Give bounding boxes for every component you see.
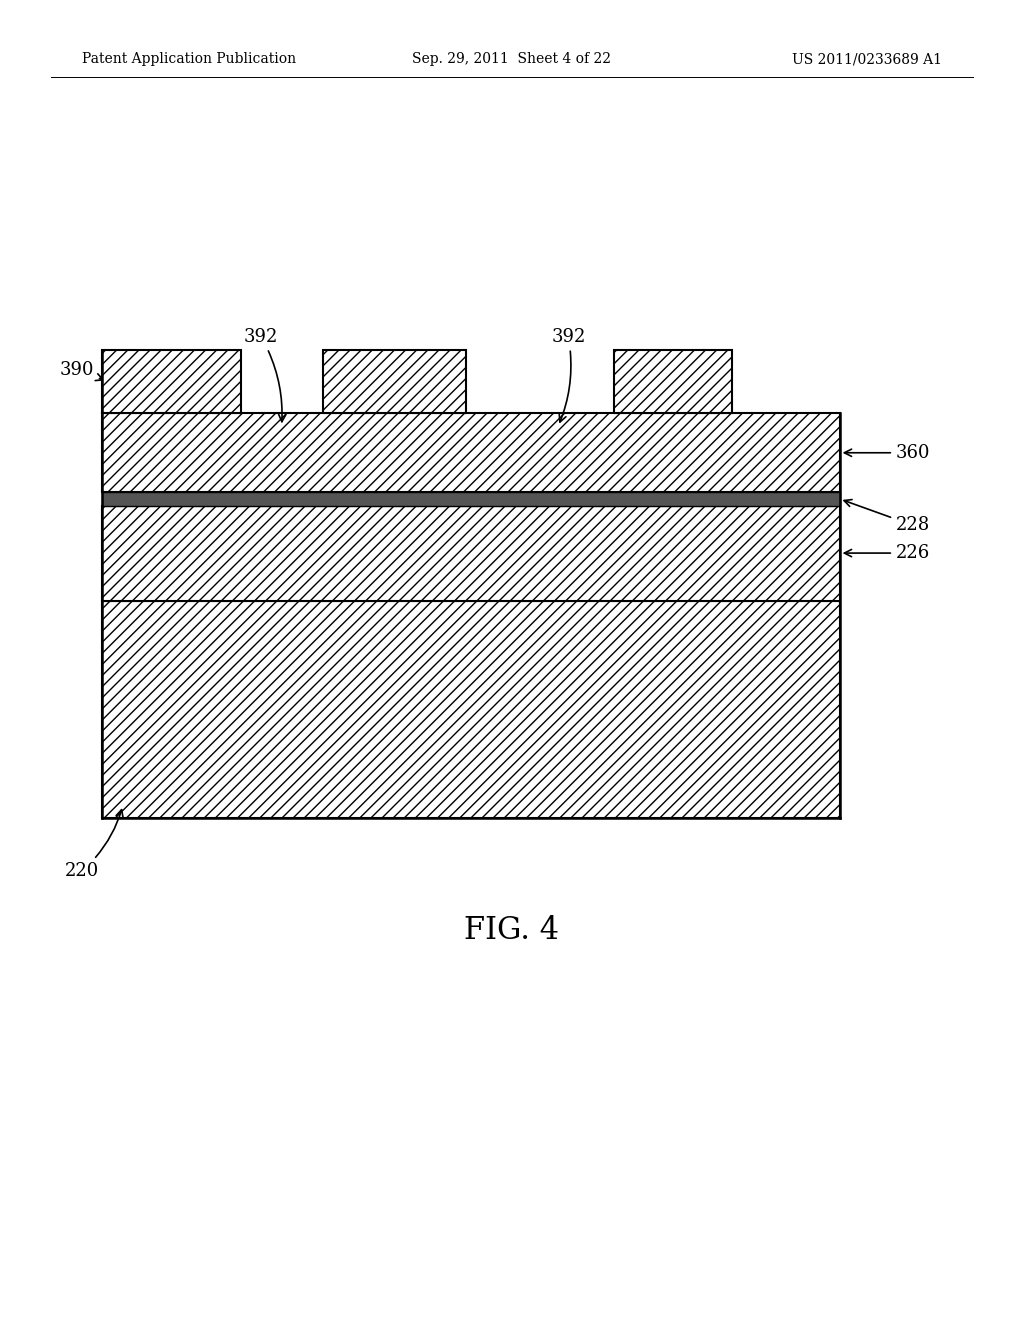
Text: 226: 226	[845, 544, 930, 562]
Bar	[102, 601, 840, 818]
Bar	[102, 492, 840, 506]
Text: Sep. 29, 2011  Sheet 4 of 22: Sep. 29, 2011 Sheet 4 of 22	[413, 53, 611, 66]
Bar	[323, 350, 466, 413]
Text: US 2011/0233689 A1: US 2011/0233689 A1	[793, 53, 942, 66]
Text: 392: 392	[244, 327, 286, 421]
Text: 228: 228	[844, 499, 930, 535]
Bar	[102, 350, 241, 413]
Text: 220: 220	[65, 809, 123, 880]
Text: 390: 390	[59, 360, 103, 380]
Bar	[102, 413, 840, 492]
Text: 390: 390	[387, 360, 422, 381]
Text: 390: 390	[660, 360, 698, 381]
Bar	[614, 350, 732, 413]
Text: 392: 392	[551, 327, 586, 422]
Text: Patent Application Publication: Patent Application Publication	[82, 53, 296, 66]
Bar	[102, 506, 840, 601]
Text: FIG. 4: FIG. 4	[465, 915, 559, 946]
Text: 360: 360	[845, 444, 931, 462]
